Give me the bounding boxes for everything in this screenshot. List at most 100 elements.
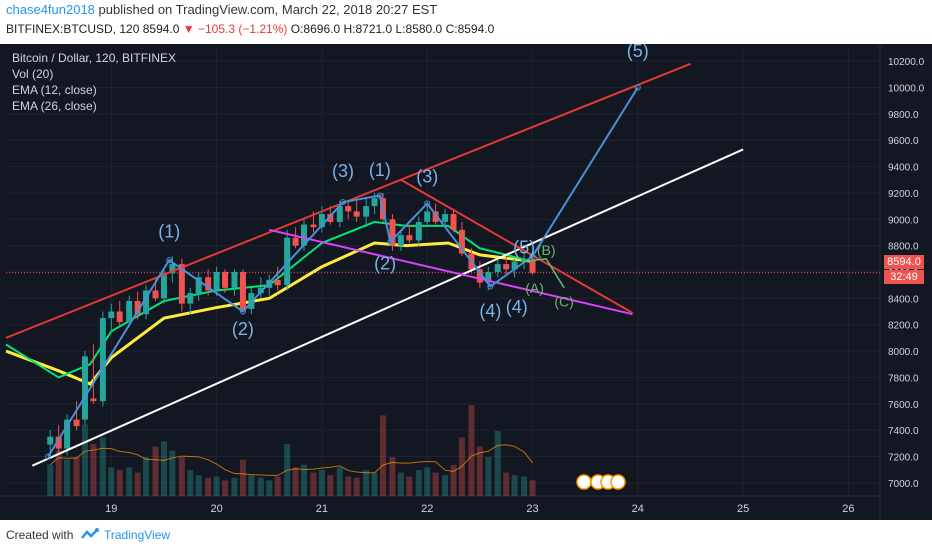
close-value: C:8594.0 <box>445 22 495 36</box>
candle-body <box>239 272 246 309</box>
candle-body <box>503 264 510 270</box>
wave-point <box>239 308 246 315</box>
volume-bar <box>511 475 518 496</box>
x-tick-label: 20 <box>210 503 222 515</box>
candle-body <box>47 436 54 445</box>
x-tick-label: 22 <box>421 503 433 515</box>
candle-body <box>152 290 159 299</box>
volume-bar <box>213 476 220 496</box>
candle-body <box>292 237 299 246</box>
volume-bar <box>406 476 413 496</box>
volume-bar <box>187 470 194 496</box>
y-tick-label: 7200.0 <box>888 452 919 463</box>
volume-bar <box>450 464 457 496</box>
volume-bar <box>169 450 176 496</box>
chart-canvas[interactable]: 7000.0 7200.0 7400.0 7600.0 7800.0 8000.0 8200… <box>0 44 932 520</box>
wave-point <box>424 200 431 207</box>
volume-bar <box>432 472 439 496</box>
candle-body <box>284 237 291 286</box>
candle-body <box>521 258 528 262</box>
candle-body <box>143 290 150 315</box>
candle-body <box>195 277 202 294</box>
volume-bar <box>494 431 501 496</box>
volume-bar <box>336 467 343 496</box>
abc-label: (A) <box>525 280 544 296</box>
volume-bar <box>195 475 202 496</box>
magenta-trend-line <box>269 228 633 316</box>
wave-point <box>387 238 394 245</box>
legend-volume[interactable]: Vol (20) <box>12 67 54 81</box>
volume-bar <box>292 467 299 496</box>
elliott-wave-path <box>47 86 639 457</box>
chart-area[interactable]: 7000.0 7200.0 7400.0 7600.0 7800.0 8000.0 8200… <box>0 44 932 520</box>
author-link[interactable]: chase4fun2018 <box>6 2 95 17</box>
volume-bar <box>415 470 422 496</box>
volume-bar <box>468 405 475 496</box>
last-price-tag: 8594.0 <box>884 255 924 269</box>
volume-bar <box>222 480 229 496</box>
x-tick-label: 19 <box>105 503 117 515</box>
event-flag-icon <box>610 474 626 490</box>
candle-body <box>458 229 465 254</box>
change-value: −105.3 (−1.21%) <box>198 22 288 36</box>
tradingview-brand-link[interactable]: TradingView <box>104 528 171 542</box>
volume-bar <box>397 472 404 496</box>
wave-label: (3) <box>416 166 438 186</box>
candle-body <box>116 311 123 323</box>
volume-bar <box>90 444 97 496</box>
volume-bar <box>389 457 396 496</box>
y-tick-label: 7600.0 <box>888 400 919 411</box>
created-with-text: Created with <box>6 528 74 542</box>
volume-bar <box>108 467 115 496</box>
candle-body <box>406 235 413 241</box>
volume-bar <box>266 480 273 496</box>
abc-label: (B) <box>537 242 556 258</box>
legend-ema26[interactable]: EMA (26, close) <box>12 99 97 113</box>
candle-body <box>511 261 518 270</box>
volume-ma-line <box>49 444 533 476</box>
x-tick-label: 23 <box>526 503 538 515</box>
y-tick-label: 8200.0 <box>888 321 919 332</box>
candle-body <box>169 264 176 274</box>
candle-body <box>327 214 334 222</box>
volume-bar <box>47 464 54 496</box>
candle-body <box>222 272 229 288</box>
y-tick-label: 9200.0 <box>888 189 919 200</box>
candle-body <box>336 206 343 222</box>
volume-bar <box>529 480 536 496</box>
candle-body <box>187 293 194 304</box>
candle-body <box>345 206 352 212</box>
candle-body <box>213 272 220 291</box>
candle-body <box>108 311 115 319</box>
wave-label: (4) <box>506 297 528 317</box>
candle-body <box>424 211 431 222</box>
y-tick-label: 7800.0 <box>888 373 919 384</box>
tradingview-logo-icon[interactable] <box>80 525 100 545</box>
volume-bar <box>257 477 264 496</box>
published-text: published on TradingView.com, March 22, … <box>98 2 438 17</box>
volume-bar <box>345 476 352 496</box>
candle-body <box>432 211 439 222</box>
candle-body <box>494 264 501 272</box>
candle-body <box>485 272 492 283</box>
volume-bar <box>363 470 370 496</box>
y-tick-label: 9800.0 <box>888 110 919 121</box>
symbol-label: BITFINEX:BTCUSD, 120 <box>6 22 140 36</box>
legend-ema12[interactable]: EMA (12, close) <box>12 83 97 97</box>
volume-bar <box>73 457 80 496</box>
volume-bar <box>205 477 212 496</box>
volume-bar <box>485 457 492 496</box>
y-tick-label: 8400.0 <box>888 294 919 305</box>
y-tick-label: 9000.0 <box>888 215 919 226</box>
candle-body <box>81 356 88 420</box>
y-tick-label: 7400.0 <box>888 426 919 437</box>
wave-point <box>529 253 536 260</box>
high-value: H:8721.0 <box>343 22 393 36</box>
volume-bar <box>99 437 106 496</box>
ohlc-line: BITFINEX:BTCUSD, 120 8594.0 ▼ −105.3 (−1… <box>6 22 494 36</box>
candle-body <box>397 235 404 246</box>
candle-body <box>389 219 396 246</box>
wave-point <box>45 453 52 460</box>
candle-body <box>55 436 62 449</box>
candle-body <box>99 318 106 402</box>
